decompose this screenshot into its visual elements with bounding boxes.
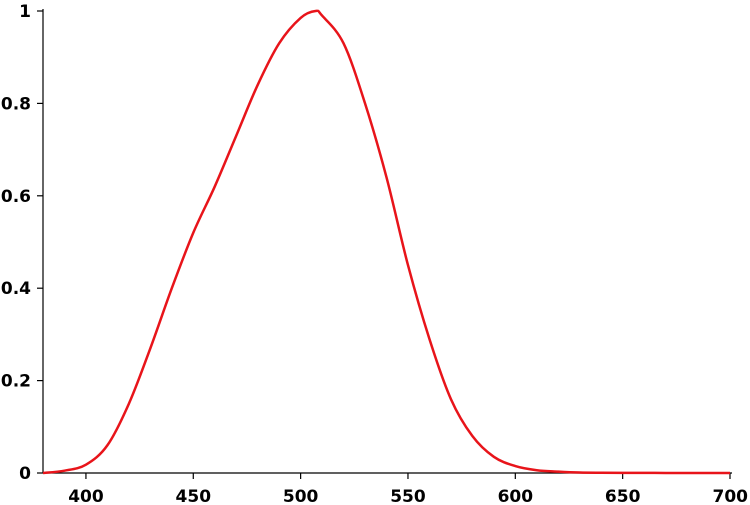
x-tick-label: 700 <box>713 487 749 505</box>
x-tick-label: 650 <box>605 487 641 505</box>
x-tick-label: 400 <box>68 487 104 505</box>
y-tick-label: 0.2 <box>1 372 31 392</box>
series-line <box>42 9 730 475</box>
x-tick-label: 450 <box>176 487 212 505</box>
x-tick-label: 500 <box>283 487 319 505</box>
y-tick-label: 0.4 <box>1 279 31 299</box>
series-layer <box>42 9 730 475</box>
y-tick-label: 0.8 <box>1 94 31 114</box>
y-tick-label: 0 <box>19 464 31 484</box>
x-tick-label: 600 <box>498 487 534 505</box>
y-tick-label: 1 <box>19 2 31 22</box>
x-tick-label: 550 <box>390 487 426 505</box>
axes <box>42 9 732 474</box>
y-tick-label: 0.6 <box>1 187 31 207</box>
